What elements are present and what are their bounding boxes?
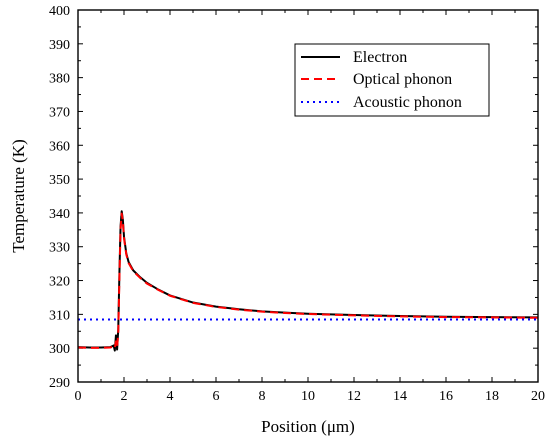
x-tick-label: 0 <box>75 389 82 404</box>
x-tick-label: 16 <box>439 389 453 404</box>
series-layer <box>77 210 539 352</box>
y-tick-label: 340 <box>49 207 70 222</box>
y-tick-label: 370 <box>49 105 70 120</box>
x-tick-label: 18 <box>485 389 499 404</box>
y-tick-label: 300 <box>49 342 70 357</box>
y-tick-label: 380 <box>49 72 70 87</box>
y-tick-label: 320 <box>49 275 70 290</box>
x-tick-label: 14 <box>393 389 407 404</box>
y-tick-label: 350 <box>49 173 70 188</box>
x-tick-label: 10 <box>301 389 315 404</box>
x-axis-title: Position (μm) <box>261 417 355 436</box>
legend: Electron Optical phonon Acoustic phonon <box>294 43 490 117</box>
y-tick-label: 400 <box>49 4 70 19</box>
x-tick-label: 12 <box>347 389 361 404</box>
y-axis-title: Temperature (K) <box>9 139 28 253</box>
series-line-0 <box>77 210 539 352</box>
x-tick-label: 2 <box>121 389 128 404</box>
x-tick-label: 4 <box>167 389 174 404</box>
legend-label-electron: Electron <box>353 49 407 66</box>
x-tick-label: 20 <box>531 389 545 404</box>
y-tick-label: 360 <box>49 139 70 154</box>
x-tick-label: 8 <box>259 389 266 404</box>
y-tick-label: 310 <box>49 308 70 323</box>
ticks-layer: 0 2 4 6 8 10 12 14 16 18 20 290 300 310 320 330 340 350 36… <box>49 4 545 404</box>
y-tick-label: 390 <box>49 38 70 53</box>
y-tick-label: 290 <box>49 376 70 391</box>
series-line-1 <box>77 212 539 350</box>
y-tick-label: 330 <box>49 241 70 256</box>
legend-label-acoustic: Acoustic phonon <box>353 94 462 111</box>
x-tick-label: 6 <box>213 389 220 404</box>
plot-frame <box>77 9 539 383</box>
legend-label-optical: Optical phonon <box>353 71 452 88</box>
